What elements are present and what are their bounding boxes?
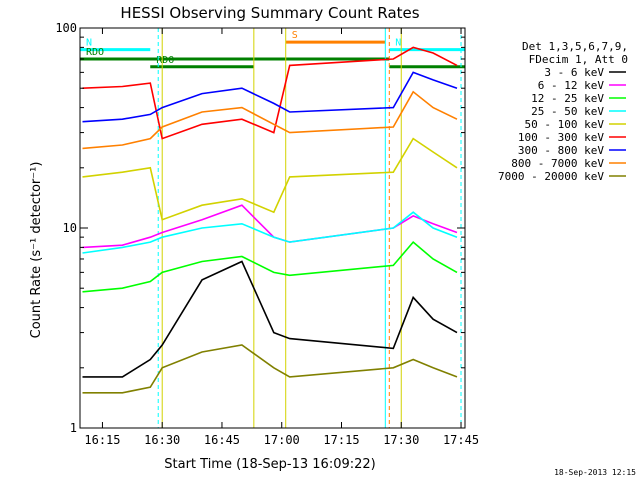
legend-header-line-1: Det 1,3,5,6,7,9, [522, 40, 628, 53]
y-tick-label-0: 1 [70, 421, 77, 435]
series-line-8 [82, 344, 458, 394]
series-line-4 [82, 137, 458, 221]
legend-label-6: 300 - 800 keV [518, 144, 604, 157]
series-line-3 [82, 211, 458, 254]
annotation-label-1: N [395, 38, 401, 49]
legend-label-3: 25 - 50 keV [531, 105, 604, 118]
y-ticks: 1 10 100 [55, 21, 465, 435]
legend-label-7: 800 - 7000 keV [511, 157, 604, 170]
series-line-7 [82, 90, 458, 150]
legend-label-0: 3 - 6 keV [544, 66, 604, 79]
annotation-layer: N N S RDO RDO [80, 30, 465, 69]
annotation-label-4: RDO [156, 55, 174, 66]
annotation-label-3: RDO [86, 47, 104, 58]
x-tick-label-5: 17:30 [383, 433, 419, 447]
footer-timestamp: 18-Sep-2013 12:15 [554, 468, 636, 477]
x-tick-label-2: 16:45 [204, 433, 240, 447]
legend-label-1: 6 - 12 keV [538, 79, 605, 92]
series-line-2 [82, 240, 458, 293]
series-line-5 [82, 46, 458, 140]
series-line-1 [82, 204, 458, 249]
series-line-6 [82, 71, 458, 123]
y-tick-label-2: 100 [55, 21, 77, 35]
x-tick-label-3: 17:00 [264, 433, 300, 447]
x-ticks: 16:15 16:30 16:45 17:00 17:15 17:30 17:45 [84, 28, 479, 447]
legend-label-2: 12 - 25 keV [531, 92, 604, 105]
annotation-label-0: N [86, 38, 92, 49]
legend: Det 1,3,5,6,7,9, FDecim 1, Att 0 3 - 6 k… [498, 40, 628, 183]
legend-header-line-2: FDecim 1, Att 0 [529, 53, 628, 66]
x-tick-label-4: 17:15 [323, 433, 359, 447]
chart-title: HESSI Observing Summary Count Rates [120, 4, 419, 22]
series-line-0 [82, 260, 458, 378]
legend-label-5: 100 - 300 keV [518, 131, 604, 144]
x-tick-label-0: 16:15 [84, 433, 120, 447]
x-axis-label: Start Time (18-Sep-13 16:09:22) [164, 457, 375, 472]
annotation-label-2: S [292, 30, 298, 41]
x-tick-label-6: 17:45 [443, 433, 479, 447]
series-layer [82, 46, 458, 394]
x-tick-label-1: 16:30 [144, 433, 180, 447]
y-tick-label-1: 10 [63, 221, 77, 235]
legend-label-8: 7000 - 20000 keV [498, 170, 604, 183]
legend-label-4: 50 - 100 keV [525, 118, 605, 131]
y-axis-label: Count Rate (s⁻¹ detector⁻¹) [29, 162, 44, 339]
